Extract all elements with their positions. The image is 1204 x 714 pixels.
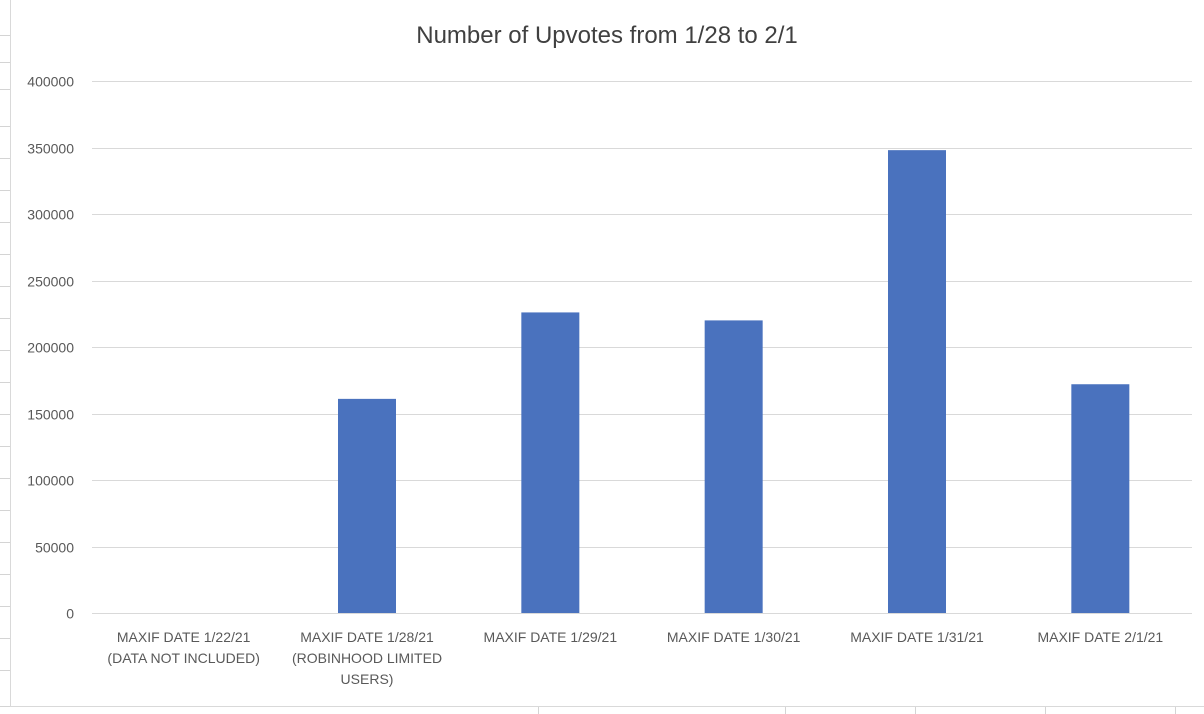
bar[interactable] xyxy=(338,398,396,613)
x-tick-label: USERS) xyxy=(341,671,394,687)
y-tick-label: 0 xyxy=(66,606,74,622)
chart-title: Number of Upvotes from 1/28 to 2/1 xyxy=(416,22,798,49)
x-tick-label: MAXIF DATE 1/30/21 xyxy=(667,629,801,645)
x-tick-label: MAXIF DATE 1/29/21 xyxy=(484,629,618,645)
y-tick-label: 50000 xyxy=(35,540,74,556)
bar[interactable] xyxy=(888,150,946,613)
x-tick-label: (ROBINHOOD LIMITED xyxy=(292,650,442,666)
y-tick-label: 250000 xyxy=(27,274,74,290)
y-tick-label: 400000 xyxy=(27,74,74,90)
bar[interactable] xyxy=(1071,384,1130,613)
y-tick-label: 350000 xyxy=(27,141,74,157)
y-tick-label: 150000 xyxy=(27,407,74,423)
y-tick-label: 100000 xyxy=(27,473,74,489)
bar[interactable] xyxy=(521,312,580,613)
bar[interactable] xyxy=(704,320,763,613)
chart-area[interactable] xyxy=(10,0,1204,707)
x-tick-label: MAXIF DATE 1/28/21 xyxy=(300,629,434,645)
x-tick-label: MAXIF DATE 1/31/21 xyxy=(850,629,984,645)
y-tick-label: 200000 xyxy=(27,340,74,356)
x-tick-label: (DATA NOT INCLUDED) xyxy=(107,650,259,666)
x-tick-label: MAXIF DATE 1/22/21 xyxy=(117,629,251,645)
y-tick-label: 300000 xyxy=(27,207,74,223)
x-tick-label: MAXIF DATE 2/1/21 xyxy=(1037,629,1163,645)
